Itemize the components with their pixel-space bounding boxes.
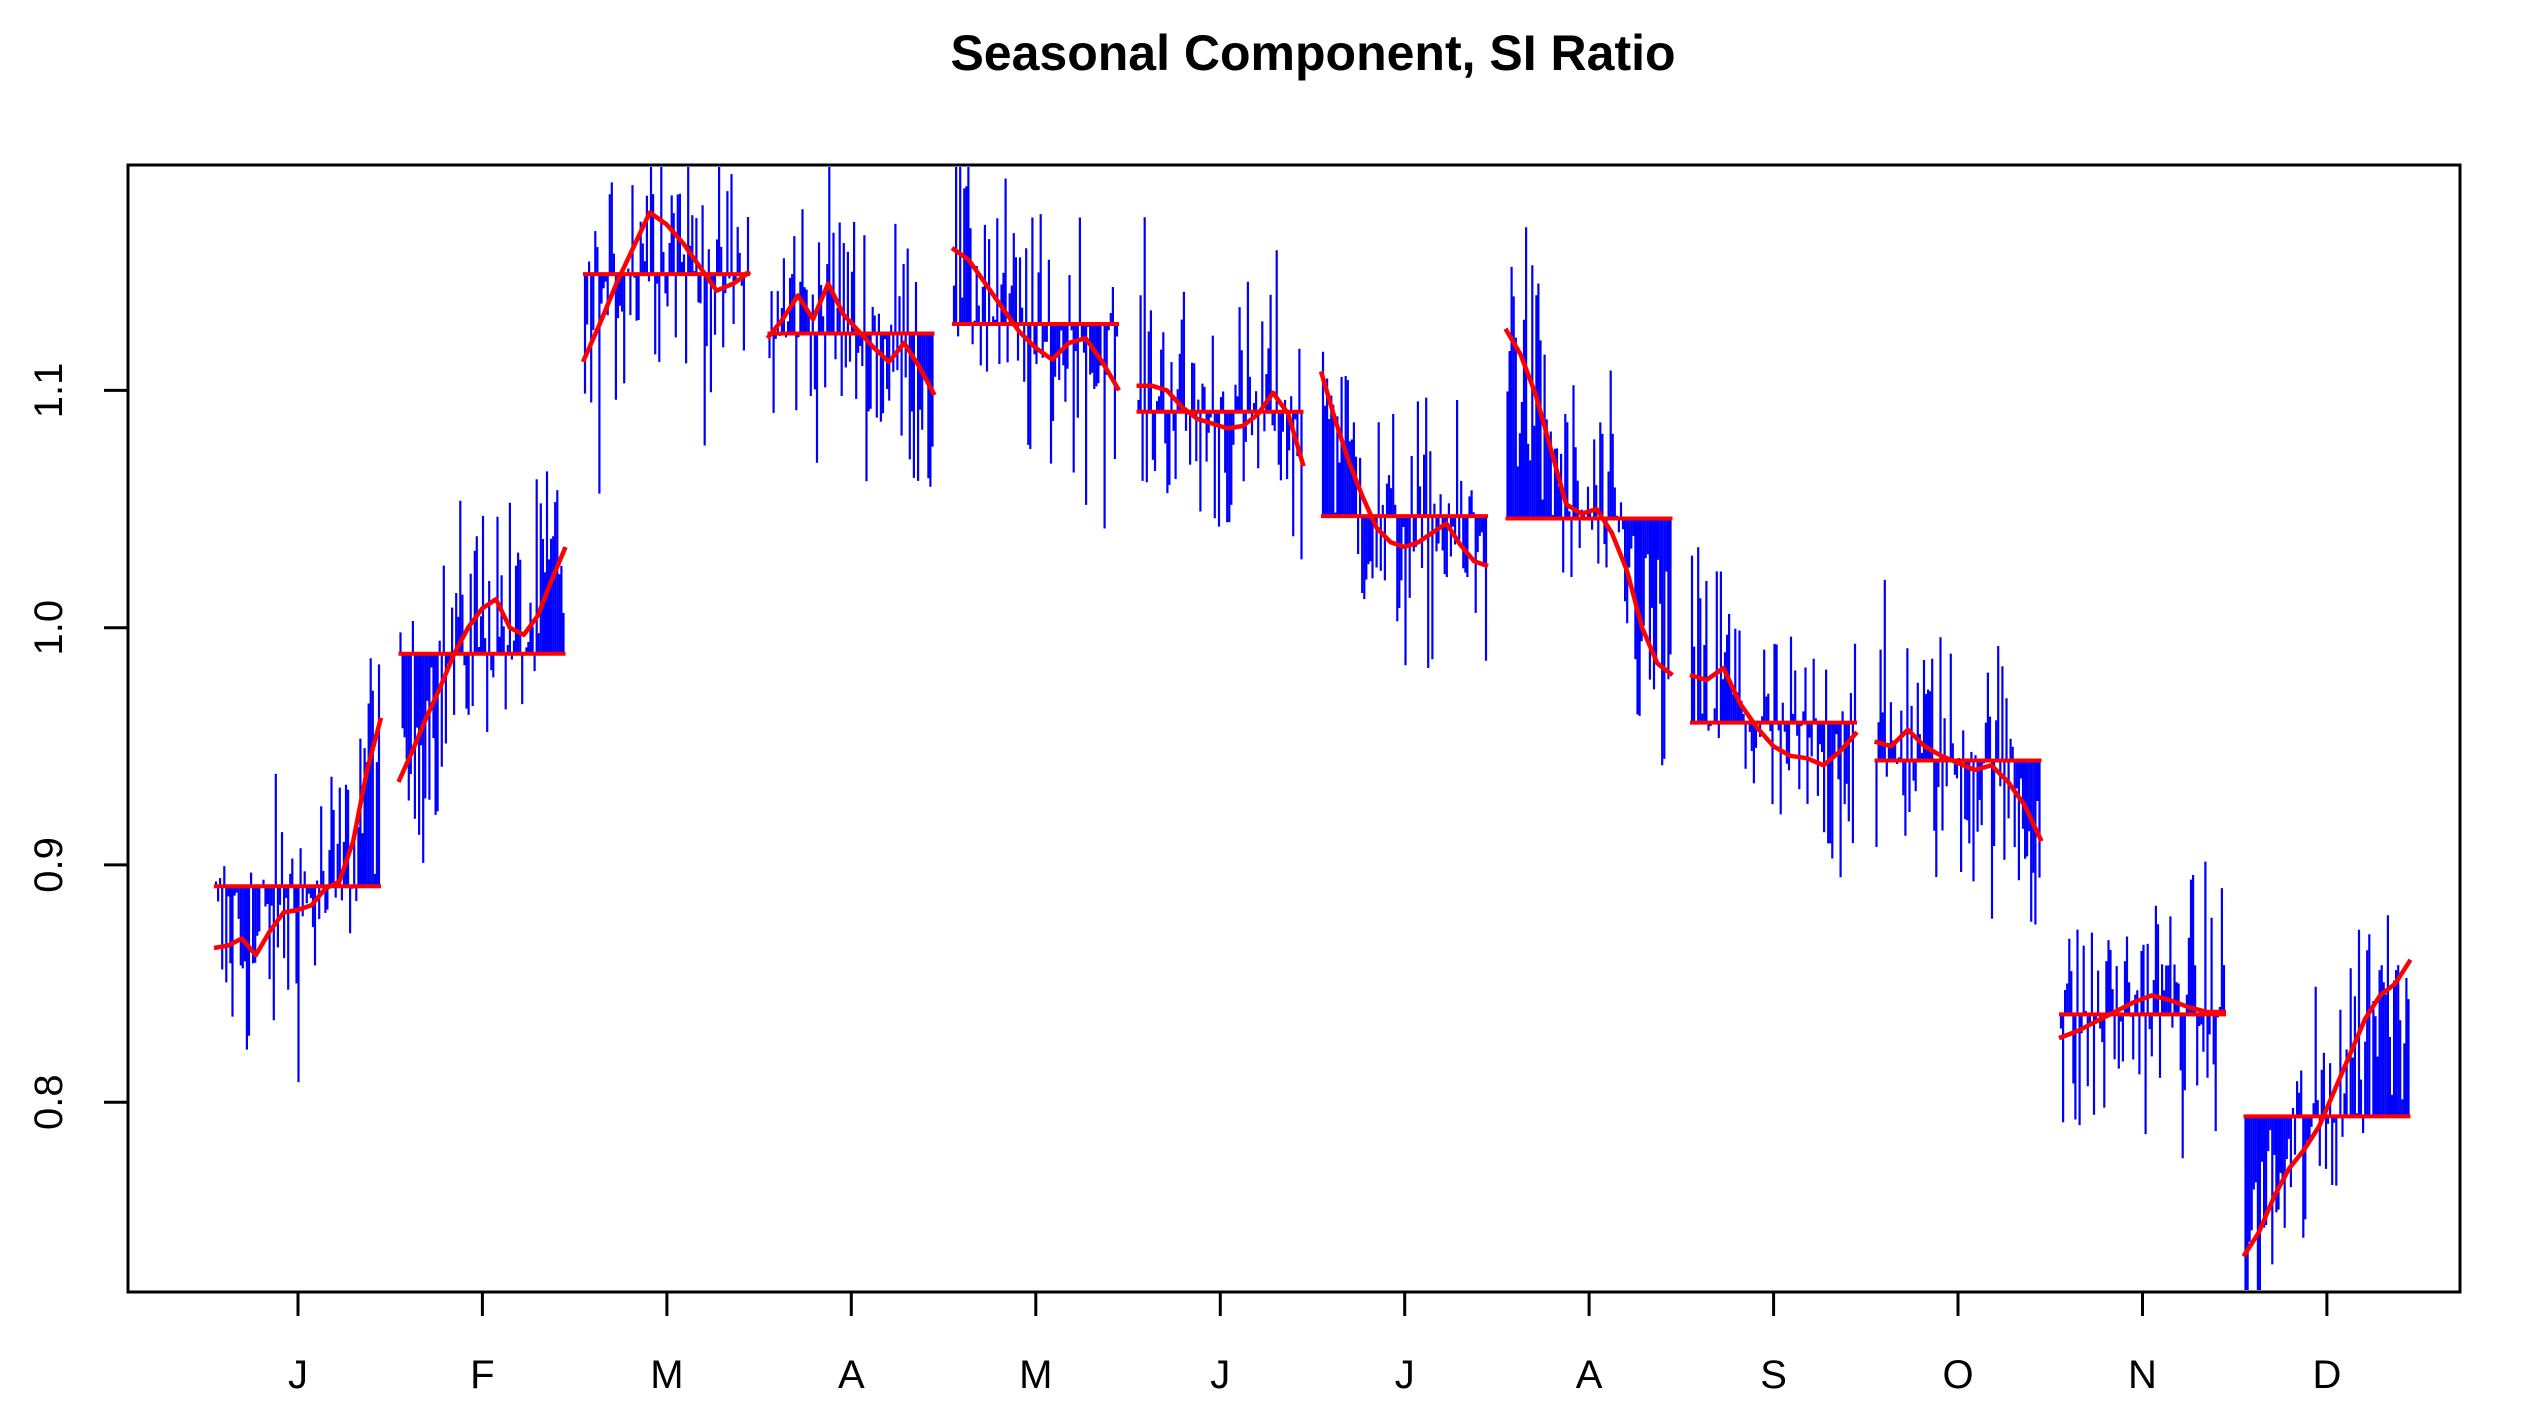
- seasonal-factor-line: [1689, 665, 1859, 768]
- seasonal-factor-line: [213, 717, 384, 958]
- seasonal-factor-line: [950, 246, 1121, 392]
- y-tick-label: 0.9: [27, 837, 71, 893]
- seasonal-factor-lines: [213, 210, 2413, 1258]
- seasonal-factor-line: [1873, 727, 2044, 843]
- x-tick-label: D: [2312, 1353, 2341, 1397]
- y-tick-label: 1.0: [27, 600, 71, 656]
- seasonal-factor-line: [765, 281, 937, 397]
- seasonal-factor-line: [1318, 370, 1489, 569]
- seasonal-factor-line: [2241, 958, 2413, 1258]
- plot-frame: [126, 163, 2462, 1294]
- x-tick-label: A: [838, 1353, 865, 1397]
- y-tick-label: 1.1: [27, 363, 71, 419]
- seasonal-factor-line: [1503, 327, 1674, 677]
- x-tick-label: J: [1395, 1353, 1415, 1397]
- x-tick-label: O: [1942, 1353, 1973, 1397]
- y-axis-ticks: 0.8 0.9 1.0 1.1: [27, 363, 128, 1130]
- chart-title: Seasonal Component, SI Ratio: [950, 25, 1675, 81]
- seasonal-factor-line: [396, 546, 568, 783]
- x-tick-label: M: [1019, 1353, 1052, 1397]
- monthly-mean-lines: [214, 272, 2411, 1119]
- y-tick-label: 0.8: [27, 1074, 71, 1130]
- x-tick-label: J: [288, 1353, 308, 1397]
- seasonal-factor-line: [1136, 383, 1306, 467]
- x-tick-label: F: [470, 1353, 494, 1397]
- si-ratio-bars: [214, 167, 2410, 1290]
- x-tick-label: M: [650, 1353, 683, 1397]
- x-tick-label: A: [1576, 1353, 1603, 1397]
- x-tick-label: J: [1210, 1353, 1230, 1397]
- x-tick-label: N: [2128, 1353, 2157, 1397]
- x-tick-label: S: [1760, 1353, 1787, 1397]
- seasonal-factor-line: [580, 210, 752, 363]
- seasonal-factor-line: [2058, 993, 2226, 1041]
